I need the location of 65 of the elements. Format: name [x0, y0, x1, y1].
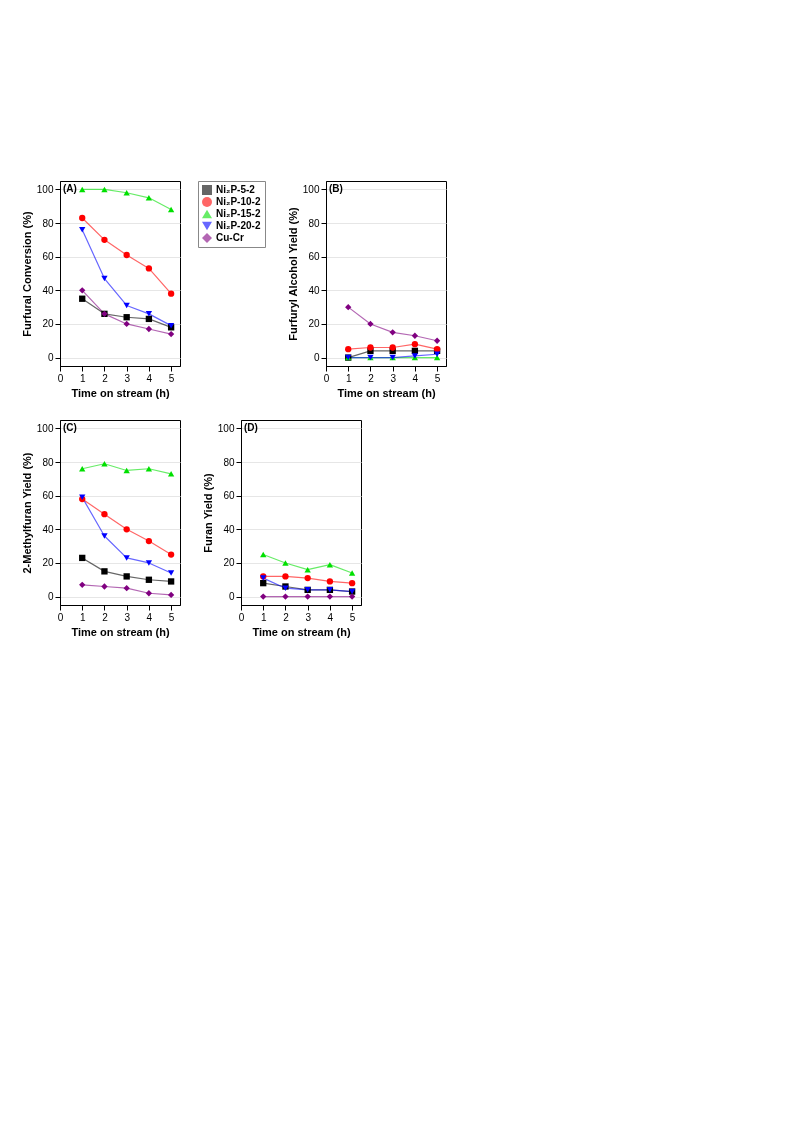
chart-title: (D) [244, 422, 258, 433]
x-tick-label: 4 [146, 611, 153, 623]
legend-label: Ni₂P-20-2 [216, 220, 261, 231]
legend-label: Ni₂P-10-2 [216, 196, 261, 207]
y-tick-label: 80 [42, 456, 54, 468]
y-tick-label: 80 [308, 217, 320, 229]
y-tick-label: 60 [308, 251, 320, 263]
x-tick-label: 5 [349, 611, 356, 623]
legend-label: Ni₂P-15-2 [216, 208, 261, 219]
y-tick-label: 0 [313, 352, 320, 364]
chart-title: (C) [63, 422, 77, 433]
x-tick-label: 1 [79, 372, 86, 384]
x-tick-label: 1 [345, 372, 352, 384]
x-tick-label: 4 [327, 611, 334, 623]
x-axis-title: Time on stream (h) [252, 625, 351, 638]
y-tick-label: 100 [36, 183, 54, 195]
y-tick-label: 60 [223, 490, 235, 502]
y-tick-label: 20 [42, 318, 54, 330]
x-tick-label: 2 [102, 611, 109, 623]
y-axis-title: Furfural Conversion (%) [20, 211, 33, 337]
y-tick-label: 40 [42, 284, 54, 296]
x-tick-label: 0 [323, 372, 330, 384]
y-tick-label: 0 [47, 591, 54, 603]
chart-title: (B) [329, 183, 343, 194]
x-tick-label: 0 [57, 611, 64, 623]
y-tick-label: 0 [47, 352, 54, 364]
x-tick-label: 1 [79, 611, 86, 623]
y-tick-label: 40 [308, 284, 320, 296]
y-tick-label: 60 [42, 490, 54, 502]
y-tick-label: 20 [42, 557, 54, 569]
x-tick-label: 5 [168, 372, 175, 384]
x-tick-label: 2 [102, 372, 109, 384]
y-tick-label: 100 [217, 422, 235, 434]
y-axis-title: Furan Yield (%) [201, 472, 214, 553]
y-tick-label: 40 [42, 523, 54, 535]
x-tick-label: 1 [260, 611, 267, 623]
y-axis-title: 2-Methylfuran Yield (%) [20, 452, 33, 574]
x-axis-title: Time on stream (h) [71, 386, 170, 399]
legend-label: Cu-Cr [216, 232, 244, 243]
x-tick-label: 4 [146, 372, 153, 384]
legend-label: Ni₂P-5-2 [216, 184, 256, 195]
y-tick-label: 100 [36, 422, 54, 434]
y-tick-label: 20 [308, 318, 320, 330]
y-tick-label: 100 [302, 183, 320, 195]
x-tick-label: 3 [124, 611, 131, 623]
x-tick-label: 5 [168, 611, 175, 623]
x-tick-label: 4 [412, 372, 419, 384]
x-tick-label: 3 [390, 372, 397, 384]
y-tick-label: 80 [223, 456, 235, 468]
y-tick-label: 20 [223, 557, 235, 569]
x-axis-title: Time on stream (h) [337, 386, 436, 399]
x-tick-label: 0 [238, 611, 245, 623]
x-tick-label: 2 [368, 372, 375, 384]
y-tick-label: 60 [42, 251, 54, 263]
x-tick-label: 0 [57, 372, 64, 384]
x-tick-label: 3 [305, 611, 312, 623]
x-tick-label: 5 [434, 372, 441, 384]
x-tick-label: 3 [124, 372, 131, 384]
y-tick-label: 80 [42, 217, 54, 229]
y-tick-label: 0 [228, 591, 235, 603]
y-tick-label: 40 [223, 523, 235, 535]
y-axis-title: Furfuryl Alcohol Yield (%) [286, 206, 299, 341]
x-tick-label: 2 [283, 611, 290, 623]
chart-title: (A) [63, 183, 77, 194]
x-axis-title: Time on stream (h) [71, 625, 170, 638]
